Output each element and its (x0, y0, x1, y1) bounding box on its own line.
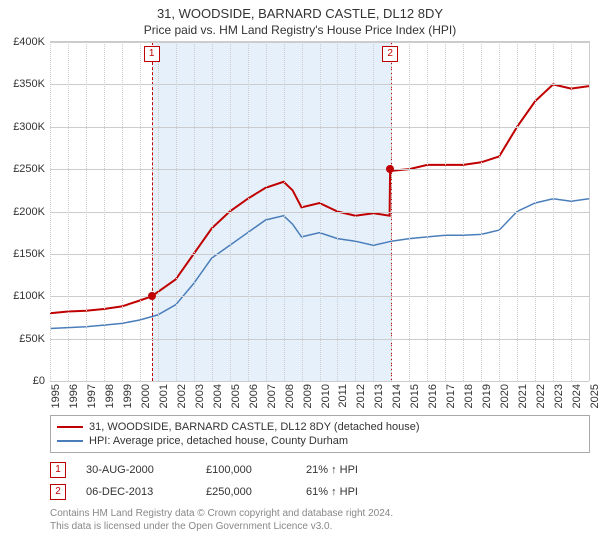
event-marker-icon: 1 (50, 462, 66, 478)
y-axis-tick: £0 (0, 375, 45, 387)
sale-marker-icon: 2 (382, 46, 398, 62)
attribution: Contains HM Land Registry data © Crown c… (50, 507, 590, 533)
y-axis-tick: £400K (0, 36, 45, 48)
y-axis-tick: £250K (0, 163, 45, 175)
event-date: 06-DEC-2013 (86, 486, 186, 498)
legend-label: 31, WOODSIDE, BARNARD CASTLE, DL12 8DY (… (89, 421, 420, 433)
y-axis-tick: £50K (0, 333, 45, 345)
y-axis-tick: £100K (0, 290, 45, 302)
event-date: 30-AUG-2000 (86, 464, 186, 476)
chart-area: £0£50K£100K£150K£200K£250K£300K£350K£400… (50, 41, 590, 411)
event-row: 2 06-DEC-2013 £250,000 61% ↑ HPI (50, 481, 590, 503)
event-delta: 21% ↑ HPI (306, 464, 358, 476)
legend-item: 31, WOODSIDE, BARNARD CASTLE, DL12 8DY (… (57, 420, 583, 434)
plot-region: £0£50K£100K£150K£200K£250K£300K£350K£400… (50, 41, 590, 381)
attribution-line: Contains HM Land Registry data © Crown c… (50, 507, 590, 520)
attribution-line: This data is licensed under the Open Gov… (50, 520, 590, 533)
y-axis-tick: £150K (0, 248, 45, 260)
legend-swatch (57, 426, 83, 428)
event-delta: 61% ↑ HPI (306, 486, 358, 498)
chart-title: 31, WOODSIDE, BARNARD CASTLE, DL12 8DY (0, 0, 600, 21)
legend-swatch (57, 440, 83, 442)
y-axis-tick: £200K (0, 206, 45, 218)
chart-subtitle: Price paid vs. HM Land Registry's House … (0, 21, 600, 41)
legend-item: HPI: Average price, detached house, Coun… (57, 434, 583, 448)
y-axis-tick: £350K (0, 78, 45, 90)
event-price: £100,000 (206, 464, 286, 476)
sale-marker-icon: 1 (144, 46, 160, 62)
events-table: 1 30-AUG-2000 £100,000 21% ↑ HPI 2 06-DE… (50, 459, 590, 503)
sale-point-icon (386, 165, 394, 173)
chart-container: 31, WOODSIDE, BARNARD CASTLE, DL12 8DY P… (0, 0, 600, 560)
legend-label: HPI: Average price, detached house, Coun… (89, 435, 348, 447)
event-marker-icon: 2 (50, 484, 66, 500)
sale-point-icon (148, 292, 156, 300)
x-axis-tick: 2025 (589, 384, 600, 408)
legend: 31, WOODSIDE, BARNARD CASTLE, DL12 8DY (… (50, 415, 590, 453)
event-row: 1 30-AUG-2000 £100,000 21% ↑ HPI (50, 459, 590, 481)
event-price: £250,000 (206, 486, 286, 498)
y-axis-tick: £300K (0, 121, 45, 133)
